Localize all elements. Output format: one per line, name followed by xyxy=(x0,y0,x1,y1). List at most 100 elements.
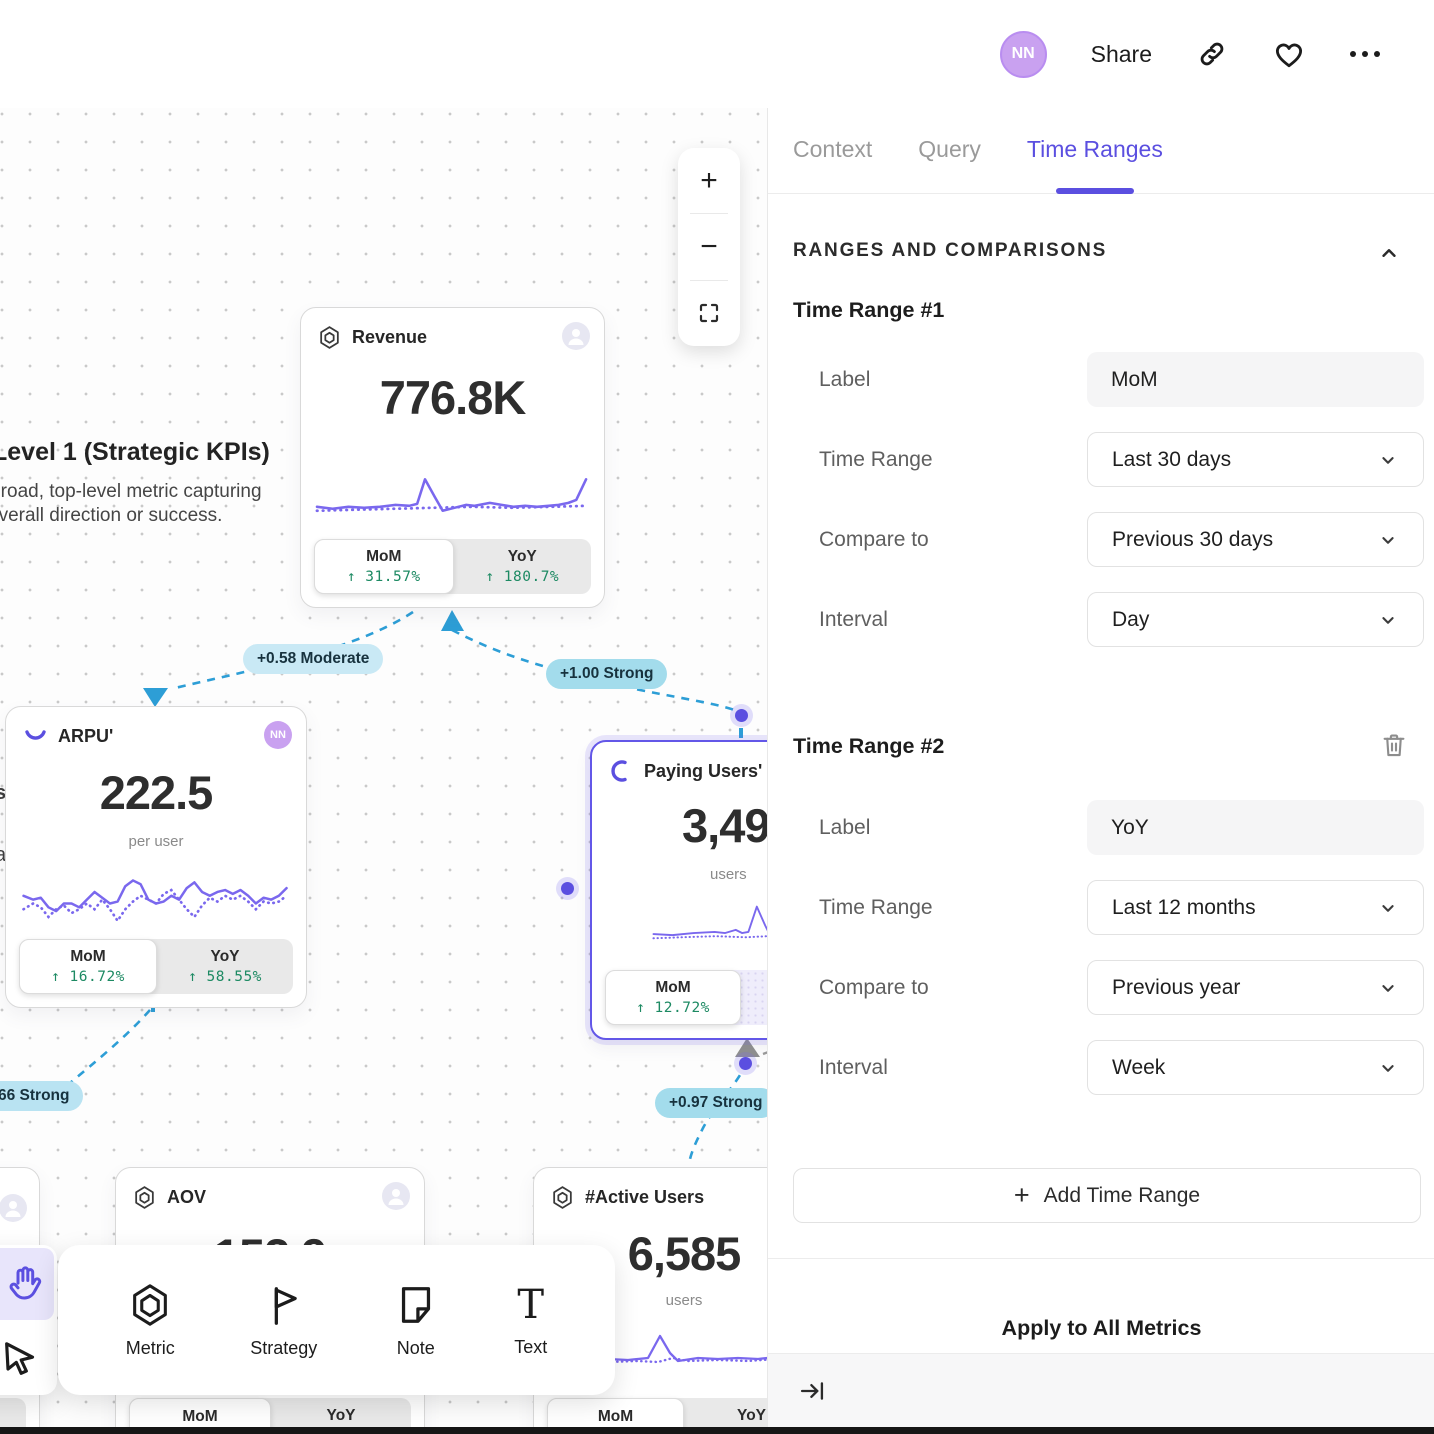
toggle-yoy[interactable]: YoY ↑ 58.55% xyxy=(157,939,293,994)
toggle-yoy[interactable] xyxy=(741,970,767,1025)
zoom-in-button[interactable]: + xyxy=(700,163,718,197)
bottom-edge-bar xyxy=(0,1427,1434,1434)
loading-arc-icon xyxy=(608,758,634,784)
text-icon: T xyxy=(517,1281,545,1328)
tr1-compare-select[interactable]: Previous 30 days xyxy=(1087,512,1424,567)
field-label: Compare to xyxy=(819,975,929,999)
tr1-time-range-select[interactable]: Last 30 days xyxy=(1087,432,1424,487)
clipped-text-fragment: s xyxy=(0,782,7,804)
tab-query[interactable]: Query xyxy=(918,136,981,162)
toolbar-metric-button[interactable]: Metric xyxy=(126,1282,175,1359)
hand-icon xyxy=(9,1266,42,1300)
metric-card-revenue[interactable]: Revenue 776.8K MoM ↑ 31.57% YoY ↑ 180.7% xyxy=(300,307,605,608)
tr2-interval-select[interactable]: Week xyxy=(1087,1040,1424,1095)
select-value: Last 30 days xyxy=(1112,447,1232,471)
divider xyxy=(690,213,728,215)
zoom-controls: + − xyxy=(678,148,740,346)
group-title: Level 1 (Strategic KPIs) xyxy=(0,438,270,466)
correlation-pill[interactable]: +0.97 Strong xyxy=(655,1088,767,1118)
card-title: #Active Users xyxy=(585,1186,705,1207)
share-button[interactable]: Share xyxy=(1090,40,1152,67)
metric-canvas[interactable]: Level 1 (Strategic KPIs) Broad, top-leve… xyxy=(0,0,767,1434)
favorite-button[interactable] xyxy=(1272,37,1306,71)
select-tool[interactable] xyxy=(0,1324,54,1392)
tr2-time-range-select[interactable]: Last 12 months xyxy=(1087,880,1424,935)
edge-handle-dot[interactable] xyxy=(735,709,748,722)
correlation-pill[interactable]: +0.58 Moderate xyxy=(243,644,384,674)
edge-handle-dot[interactable] xyxy=(739,1057,752,1070)
note-icon xyxy=(401,1286,430,1323)
tool-strip xyxy=(0,1245,57,1395)
active-tab-underline xyxy=(1055,188,1134,194)
sparkline-chart xyxy=(315,466,590,526)
group-description: Broad, top-level metric capturing overal… xyxy=(0,481,262,526)
chevron-up-icon xyxy=(1382,249,1396,257)
toolbar-note-button[interactable]: Note xyxy=(393,1282,439,1359)
correlation-pill[interactable]: 66 Strong xyxy=(0,1081,84,1111)
tab-context[interactable]: Context xyxy=(793,136,873,162)
field-label: Time Range xyxy=(819,447,933,471)
cursor-icon xyxy=(5,1342,35,1375)
metric-hexagon-icon xyxy=(550,1185,575,1210)
input-value: YoY xyxy=(1111,815,1149,839)
toggle-mom[interactable]: MoM ↑ 31.57% xyxy=(314,539,454,594)
chevron-down-icon xyxy=(1382,616,1394,624)
toggle-change: ↑ 16.72% xyxy=(51,969,125,985)
select-value: Previous 30 days xyxy=(1112,527,1274,551)
tr2-label-input[interactable]: YoY xyxy=(1087,800,1424,855)
toolbar-strategy-button[interactable]: Strategy xyxy=(250,1282,317,1359)
tool-label: Text xyxy=(514,1336,548,1357)
toggle-yoy[interactable]: YoY xyxy=(684,1398,767,1434)
loading-arc-icon xyxy=(22,723,48,749)
metric-card-paying-users[interactable]: Paying Users' 3,49 users MoM ↑ 12.72% xyxy=(590,740,767,1040)
edge-handle-dot[interactable] xyxy=(561,882,574,895)
add-time-range-button[interactable]: + Add Time Range xyxy=(793,1168,1421,1223)
ellipsis-icon xyxy=(1350,51,1356,57)
toggle-change: ↑ 58.55% xyxy=(188,969,262,985)
toggle-yoy[interactable]: YoY ↑ 180.7% xyxy=(454,539,592,594)
metric-card-arpu[interactable]: ARPU' NN 222.5 per user MoM ↑ 16.72% YoY… xyxy=(5,706,307,1008)
field-label: Label xyxy=(819,815,871,839)
card-title: AOV xyxy=(167,1186,207,1207)
tab-time-ranges[interactable]: Time Ranges xyxy=(1027,106,1163,194)
fit-view-button[interactable] xyxy=(678,281,740,346)
metric-hexagon-icon xyxy=(132,1185,157,1210)
tr1-label-input[interactable]: MoM xyxy=(1087,352,1424,407)
zoom-out-button[interactable]: − xyxy=(700,229,718,263)
select-value: Week xyxy=(1112,1055,1166,1079)
collapse-panel-button[interactable] xyxy=(798,1377,826,1405)
metric-unit: users xyxy=(710,866,747,883)
hand-tool[interactable] xyxy=(0,1248,54,1320)
toggle-yoy[interactable]: YoY xyxy=(271,1398,411,1434)
link-icon xyxy=(1200,42,1224,66)
toggle-label: MoM xyxy=(70,948,106,965)
owner-avatar-icon xyxy=(562,322,590,350)
input-value: MoM xyxy=(1111,367,1158,391)
tr1-interval-select[interactable]: Day xyxy=(1087,592,1424,647)
more-options-button[interactable] xyxy=(1350,51,1380,57)
chevron-down-icon xyxy=(1382,536,1394,544)
time-range-2-title: Time Range #2 xyxy=(793,734,945,758)
collapse-section-button[interactable] xyxy=(1376,240,1402,266)
metric-hexagon-icon xyxy=(317,325,342,350)
metric-unit: users xyxy=(665,1292,703,1309)
toggle-label: YoY xyxy=(737,1407,766,1424)
select-value: Last 12 months xyxy=(1112,895,1256,919)
user-avatar[interactable]: NN xyxy=(999,30,1047,78)
panel-tabs: Context Query Time Ranges xyxy=(768,106,1434,194)
delete-time-range-button[interactable] xyxy=(1379,730,1409,760)
apply-all-metrics-button[interactable]: Apply to All Metrics xyxy=(1001,1316,1202,1340)
chevron-down-icon xyxy=(1382,984,1394,992)
tr2-compare-select[interactable]: Previous year xyxy=(1087,960,1424,1015)
fullscreen-icon xyxy=(699,304,719,323)
toggle-mom[interactable]: MoM ↑ 12.72% xyxy=(605,970,741,1025)
toolbar-text-button[interactable]: T Text xyxy=(514,1283,547,1358)
trash-icon xyxy=(1383,734,1405,757)
metric-unit: per user xyxy=(128,833,184,850)
toggle-mom[interactable]: MoM ↑ 16.72% xyxy=(19,939,157,994)
chevron-down-icon xyxy=(1382,1064,1394,1072)
correlation-pill[interactable]: +1.00 Strong xyxy=(546,659,668,689)
toggle-label: YoY xyxy=(210,948,240,965)
owner-avatar-nn: NN xyxy=(264,721,292,749)
copy-link-button[interactable] xyxy=(1196,38,1228,70)
